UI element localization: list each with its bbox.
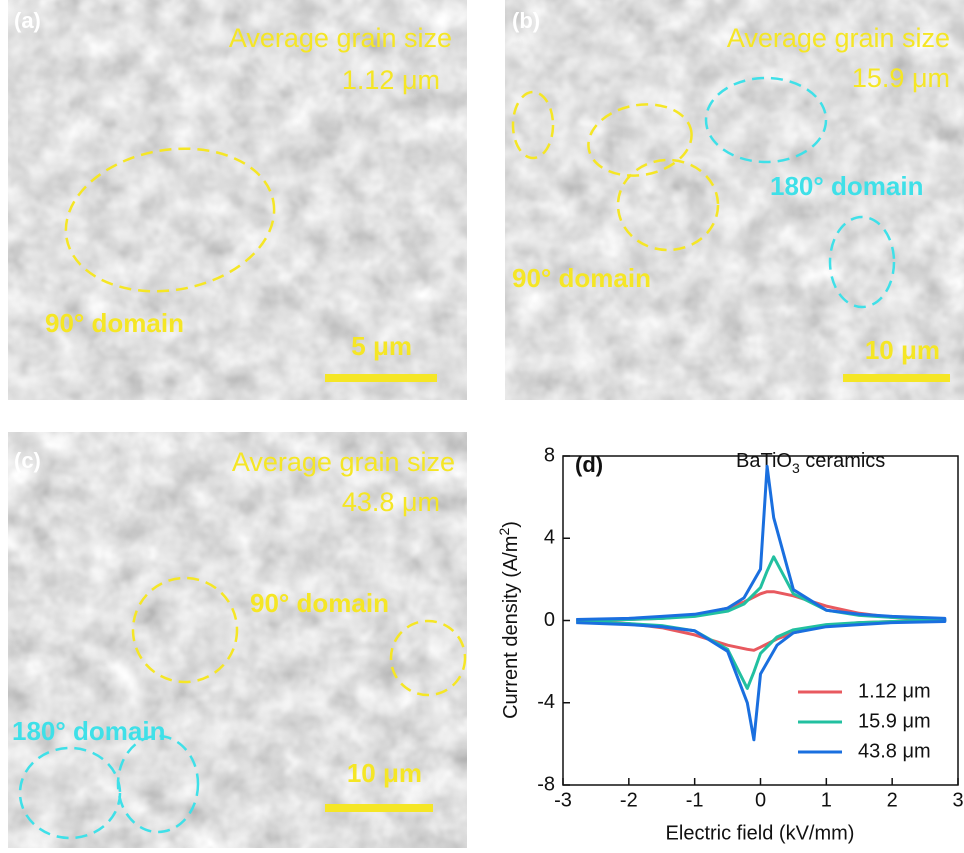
panel-a: (a) Average grain size 1.12 μm 90° domai… xyxy=(8,0,467,400)
panel-c: (c) Average grain size 43.8 μm 90° domai… xyxy=(8,432,467,848)
y-tick-label: 4 xyxy=(544,527,555,549)
x-tick-label: 0 xyxy=(755,789,766,811)
y-label-sup: 2 xyxy=(496,528,512,536)
panel-label: (a) xyxy=(14,8,41,33)
domain-label: 90° domain xyxy=(512,263,651,293)
y-label-text: Current density (A/m xyxy=(500,536,522,719)
caption: Average grain size xyxy=(727,23,950,53)
figure: (a) Average grain size 1.12 μm 90° domai… xyxy=(0,0,964,848)
y-tick-label: -4 xyxy=(537,691,555,713)
domain-label: 180° domain xyxy=(770,171,923,201)
panel-label: (b) xyxy=(512,8,540,33)
annotation-text: BaTiO xyxy=(736,450,792,472)
y-tick-label: 8 xyxy=(544,444,555,466)
scale-label: 5 μm xyxy=(351,331,412,361)
legend-label: 43.8 μm xyxy=(858,740,931,762)
grain-size: 43.8 μm xyxy=(342,487,440,517)
scale-label: 10 μm xyxy=(865,335,940,365)
legend-label: 1.12 μm xyxy=(858,680,931,702)
scale-bar xyxy=(843,374,950,382)
x-tick-label: 2 xyxy=(887,789,898,811)
y-axis-label: Current density (A/m2) xyxy=(496,521,523,719)
scale-bar xyxy=(325,804,433,812)
y-tick-label: -8 xyxy=(537,773,555,795)
annotation-rest: ceramics xyxy=(800,450,886,472)
x-tick-label: 3 xyxy=(952,789,963,811)
x-tick-label: 1 xyxy=(821,789,832,811)
grain-size: 1.12 μm xyxy=(342,65,440,95)
legend-label: 15.9 μm xyxy=(858,710,931,732)
y-label-rest: ) xyxy=(500,521,522,528)
panel-b: (b) Average grain size 15.9 μm 180° doma… xyxy=(505,0,964,400)
grain-size: 15.9 μm xyxy=(852,63,950,93)
x-axis-label: Electric field (kV/mm) xyxy=(666,822,855,844)
panel-label: (c) xyxy=(14,448,41,473)
caption: Average grain size xyxy=(229,23,452,53)
x-tick-label: -3 xyxy=(554,789,572,811)
domain-label: 180° domain xyxy=(12,716,165,746)
y-tick-label: 0 xyxy=(544,609,555,631)
scale-label: 10 μm xyxy=(347,758,422,788)
domain-label: 90° domain xyxy=(250,588,389,618)
domain-label: 90° domain xyxy=(45,308,184,338)
x-tick-label: -2 xyxy=(620,789,638,811)
caption: Average grain size xyxy=(232,447,455,477)
annotation: BaTiO3 ceramics xyxy=(736,450,885,475)
annotation-sub: 3 xyxy=(792,460,800,476)
scale-bar xyxy=(325,374,437,382)
chart-d: (d) BaTiO3 ceramics Electric field (kV/m… xyxy=(496,444,964,844)
x-tick-label: -1 xyxy=(686,789,704,811)
